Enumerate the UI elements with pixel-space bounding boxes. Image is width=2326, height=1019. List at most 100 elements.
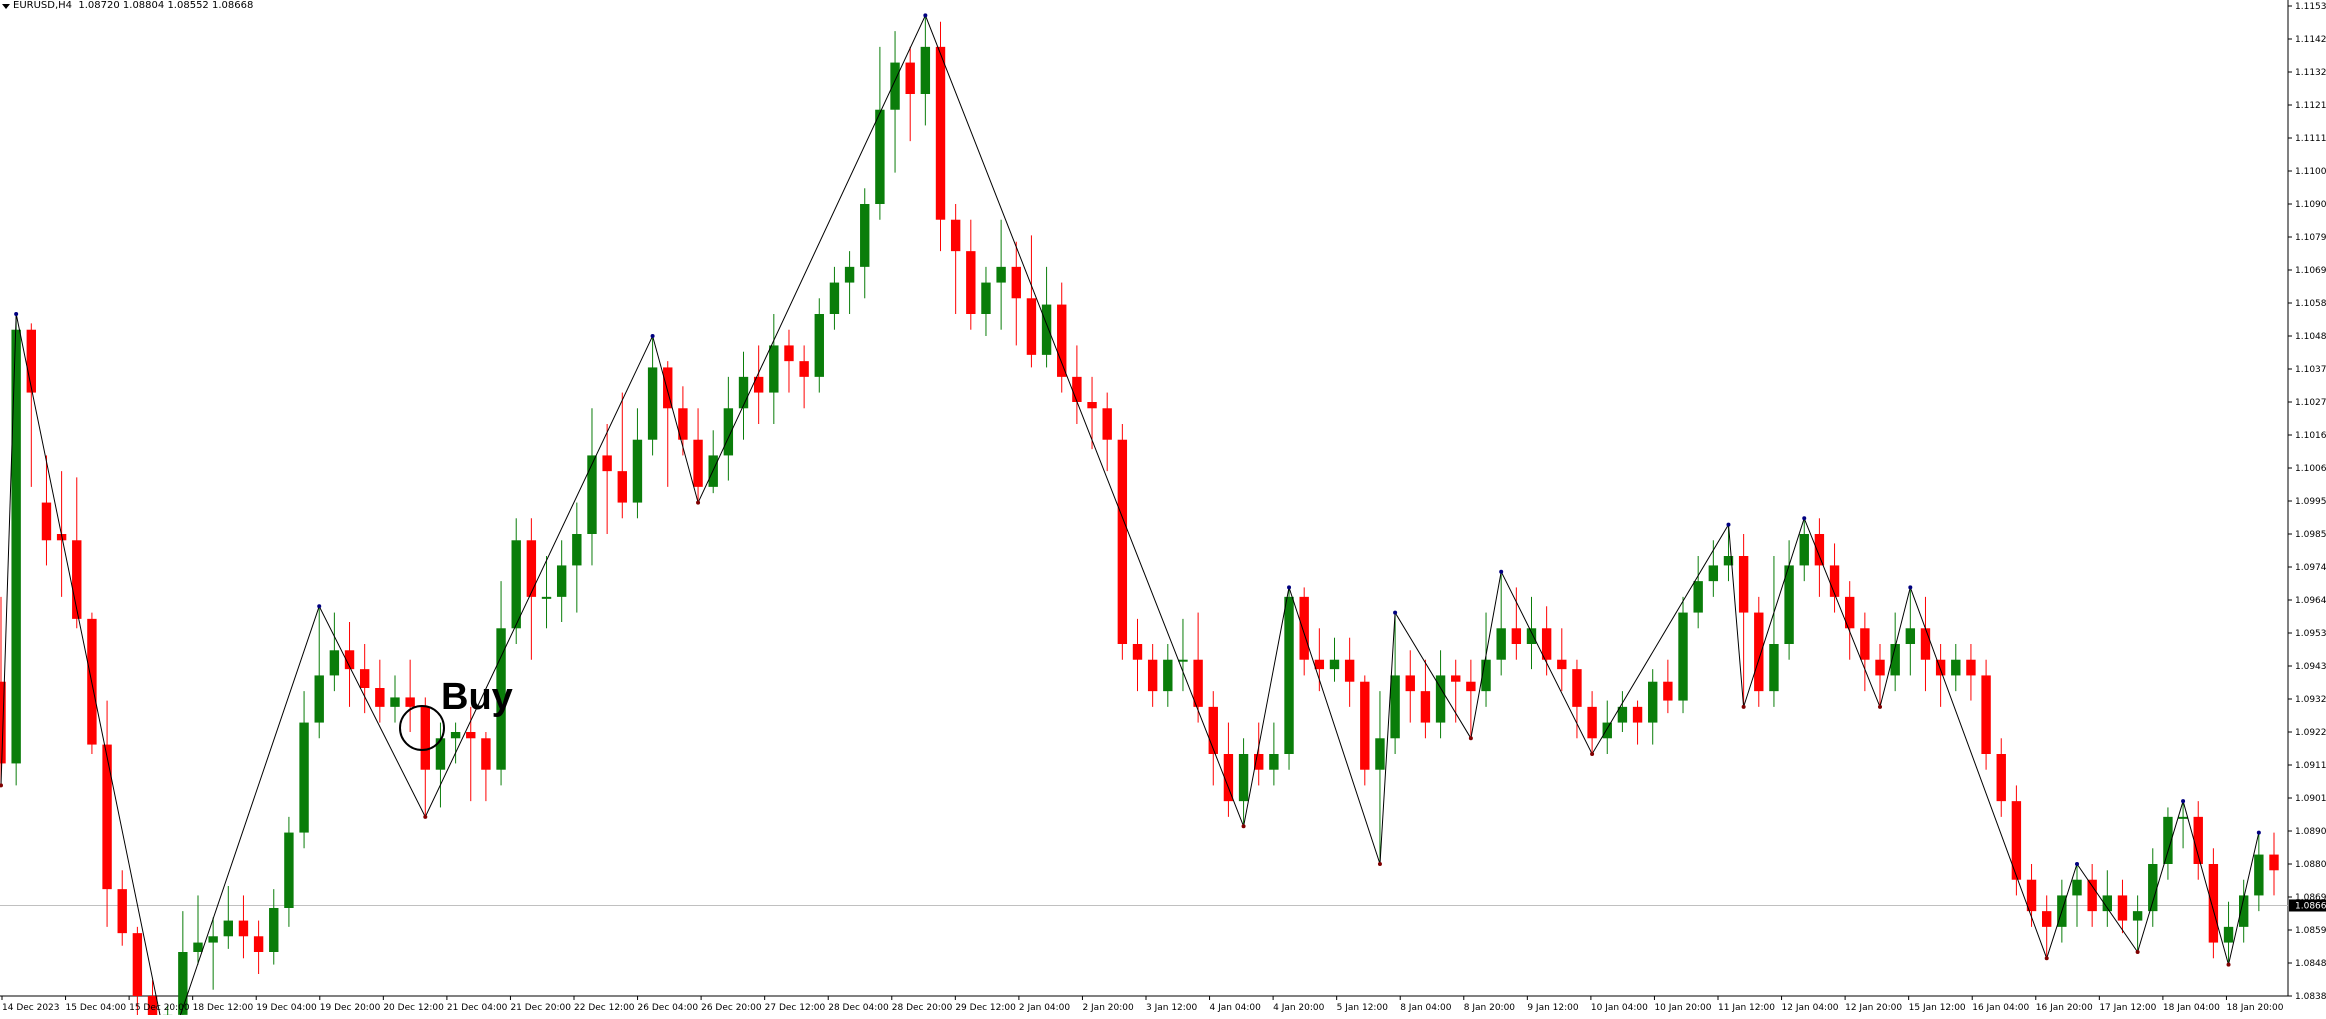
candle-body: [845, 267, 854, 283]
time-tick-label: 18 Dec 12:00: [193, 1003, 254, 1013]
swing-point: [2075, 862, 2079, 866]
candle-body: [784, 345, 793, 361]
price-tick-label: 1.09220: [2295, 728, 2326, 738]
candle-body: [951, 220, 960, 251]
swing-point: [2257, 831, 2261, 835]
candle-body: [1997, 754, 2006, 801]
candle-body: [1587, 707, 1596, 738]
candle-body: [1178, 660, 1187, 662]
swing-point: [696, 501, 700, 505]
swing-point: [1499, 570, 1503, 574]
candle-body: [2178, 817, 2187, 819]
time-tick-label: 18 Jan 04:00: [2163, 1003, 2220, 1013]
time-tick-label: 21 Dec 04:00: [447, 1003, 508, 1013]
swing-point: [0, 783, 3, 787]
time-tick-label: 22 Dec 12:00: [574, 1003, 635, 1013]
candle-body: [1906, 628, 1915, 644]
candle-body: [996, 267, 1005, 283]
time-tick-label: 8 Jan 04:00: [1400, 1003, 1452, 1013]
candle-body: [1693, 581, 1702, 612]
time-tick-label: 2 Jan 04:00: [1019, 1003, 1071, 1013]
time-tick-label: 8 Jan 20:00: [1464, 1003, 1516, 1013]
candle-body: [1057, 305, 1066, 377]
price-tick-label: 1.11005: [2295, 167, 2326, 177]
candle-body: [618, 471, 627, 502]
chevron-down-icon[interactable]: [2, 4, 10, 9]
candle-body: [1148, 660, 1157, 691]
swing-point: [2045, 956, 2049, 960]
swing-point: [1908, 585, 1912, 589]
time-tick-label: 19 Dec 04:00: [256, 1003, 317, 1013]
time-tick-label: 2 Jan 20:00: [1082, 1003, 1134, 1013]
price-tick-label: 1.10375: [2295, 365, 2326, 375]
candle-body: [587, 455, 596, 534]
price-tick-label: 1.10585: [2295, 299, 2326, 309]
candle-body: [133, 933, 142, 996]
candle-body: [42, 503, 51, 541]
candle-body: [451, 732, 460, 738]
candle-body: [466, 732, 475, 738]
time-tick-label: 4 Jan 20:00: [1273, 1003, 1325, 1013]
time-tick-label: 21 Dec 20:00: [510, 1003, 571, 1013]
time-tick-label: 10 Jan 20:00: [1654, 1003, 1711, 1013]
candle-body: [1087, 402, 1096, 408]
candle-body: [254, 936, 263, 952]
candle-body: [1754, 613, 1763, 692]
candle-body: [1012, 267, 1021, 298]
candle-body: [2254, 855, 2263, 896]
price-tick-label: 1.10165: [2295, 431, 2326, 441]
time-tick-label: 14 Dec 2023: [2, 1003, 60, 1013]
candle-body: [1966, 660, 1975, 676]
time-tick-label: 15 Dec 20:00: [129, 1003, 190, 1013]
candle-body: [1496, 628, 1505, 659]
candle-body: [1406, 675, 1415, 691]
candle-body: [739, 377, 748, 408]
candle-body: [269, 908, 278, 952]
buy-annotation: Buy: [441, 676, 513, 719]
candle-body: [1951, 660, 1960, 676]
candle-body: [1542, 628, 1551, 659]
candle-body: [921, 47, 930, 94]
candle-body: [1042, 305, 1051, 355]
candle-body: [2269, 855, 2278, 871]
candle-body: [1633, 707, 1642, 723]
candle-body: [1345, 660, 1354, 682]
candle-body: [1512, 628, 1521, 644]
candle-body: [830, 283, 839, 314]
swing-point: [651, 334, 655, 338]
candle-body: [224, 921, 233, 937]
swing-point: [1590, 752, 1594, 756]
candle-body: [981, 283, 990, 314]
price-tick-label: 1.11530: [2295, 2, 2326, 12]
candle-body: [693, 440, 702, 487]
candle-body: [1648, 682, 1657, 723]
candle-body: [527, 540, 536, 597]
price-tick-label: 1.09955: [2295, 497, 2326, 507]
candle-body: [299, 723, 308, 833]
price-tick-label: 1.10480: [2295, 332, 2326, 342]
candle-body: [1800, 534, 1809, 565]
price-tick-label: 1.11425: [2295, 35, 2326, 45]
time-tick-label: 28 Dec 04:00: [828, 1003, 889, 1013]
candle-body: [602, 455, 611, 471]
time-tick-label: 11 Jan 12:00: [1718, 1003, 1775, 1013]
candle-body: [1981, 675, 1990, 754]
time-tick-label: 3 Jan 12:00: [1146, 1003, 1198, 1013]
time-tick-label: 5 Jan 12:00: [1337, 1003, 1389, 1013]
time-tick-label: 19 Dec 20:00: [320, 1003, 381, 1013]
candle-body: [1769, 644, 1778, 691]
swing-point: [923, 13, 927, 17]
zigzag-line: [1, 15, 2259, 1015]
candle-body: [118, 889, 127, 933]
candle-body: [2118, 895, 2127, 920]
price-tick-label: 1.08380: [2295, 992, 2326, 1002]
candle-body: [1315, 660, 1324, 669]
candle-body: [1072, 377, 1081, 402]
candle-body: [2027, 880, 2036, 911]
symbol-label: EURUSD,H4: [13, 0, 72, 11]
time-tick-label: 26 Dec 20:00: [701, 1003, 762, 1013]
candle-body: [2224, 927, 2233, 943]
time-tick-label: 12 Jan 20:00: [1845, 1003, 1902, 1013]
